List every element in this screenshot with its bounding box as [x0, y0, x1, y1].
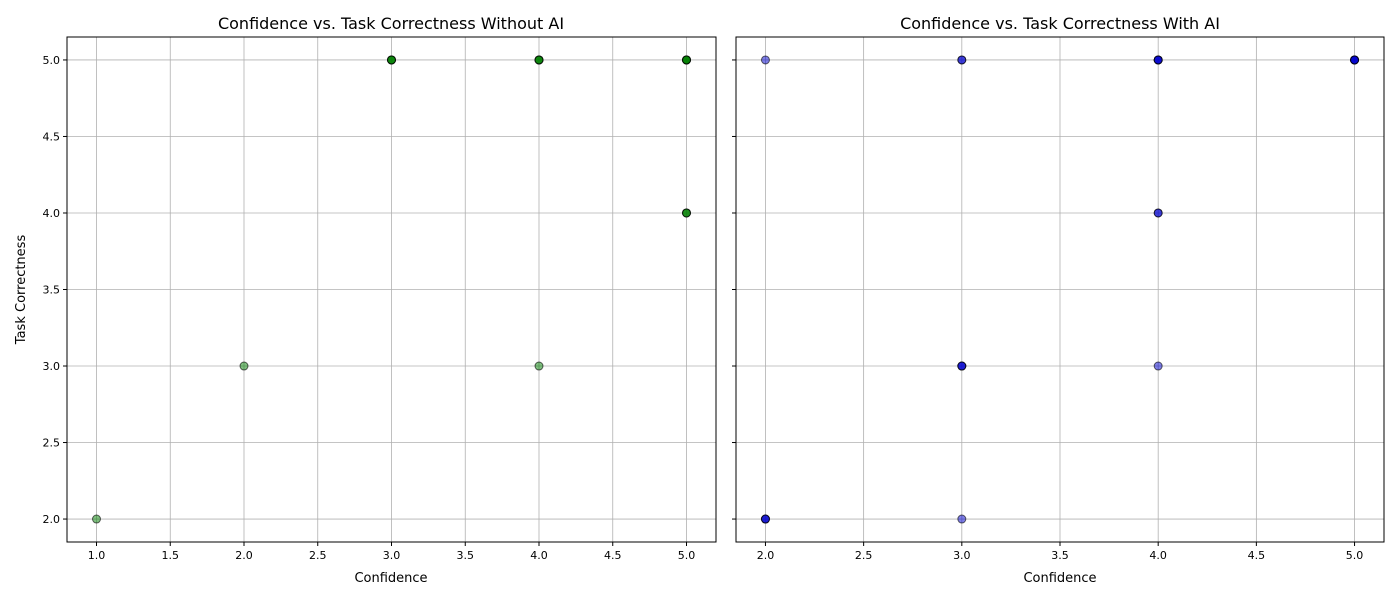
- panel-with-ai: Confidence vs. Task Correctness With AI …: [732, 14, 1385, 586]
- y-tick-label: 4.0: [43, 207, 61, 220]
- x-axis-label: Confidence: [1023, 571, 1096, 586]
- scatter-point: [957, 361, 967, 371]
- y-axis-label: Task Correctness: [14, 235, 29, 346]
- chart-title: Confidence vs. Task Correctness Without …: [218, 14, 564, 33]
- points: [92, 55, 691, 524]
- scatter-point: [534, 55, 544, 65]
- x-tick-label: 5.0: [678, 549, 696, 562]
- scatter-point: [534, 361, 544, 371]
- x-tick-label: 3.0: [953, 549, 971, 562]
- x-tick-label: 4.0: [1149, 549, 1167, 562]
- ticks: 1.0 1.5 2.0 2.5 3.0 3.5 4.0 4.5 5.0 2.0 2.5 3.0 3.5 4…: [43, 54, 696, 562]
- points: [760, 55, 1360, 524]
- scatter-point: [92, 514, 101, 524]
- x-tick-label: 2.5: [855, 549, 873, 562]
- x-tick-label: 3.5: [1051, 549, 1069, 562]
- scatter-point: [1153, 208, 1163, 218]
- scatter-point: [239, 361, 249, 371]
- grid: [67, 37, 716, 542]
- y-tick-label: 2.5: [43, 437, 61, 450]
- y-tick-label: 4.5: [43, 130, 61, 143]
- scatter-point: [760, 514, 770, 524]
- scatter-point: [1350, 55, 1360, 65]
- scatter-point: [957, 55, 967, 65]
- x-tick-label: 2.0: [235, 549, 253, 562]
- scatter-point: [957, 514, 967, 524]
- scatter-point: [387, 55, 396, 65]
- y-tick-label: 3.0: [43, 360, 61, 373]
- plot-frame: [735, 36, 1385, 543]
- plot-frame: [66, 36, 717, 543]
- ticks: 2.0 2.5 3.0 3.5 4.0 4.5 5.0: [732, 59, 1364, 562]
- x-tick-label: 1.0: [88, 549, 106, 562]
- scatter-point: [682, 55, 691, 65]
- chart-title: Confidence vs. Task Correctness With AI: [900, 14, 1220, 33]
- x-tick-label: 4.0: [530, 549, 548, 562]
- x-tick-label: 4.5: [604, 549, 622, 562]
- y-tick-label: 2.0: [43, 513, 61, 526]
- scatter-point: [1153, 55, 1163, 65]
- x-tick-label: 2.0: [757, 549, 775, 562]
- scatter-point: [1153, 361, 1163, 371]
- y-tick-label: 3.5: [43, 284, 61, 297]
- x-tick-label: 4.5: [1248, 549, 1266, 562]
- x-tick-label: 2.5: [309, 549, 327, 562]
- scatter-point: [682, 208, 691, 218]
- scatter-point: [760, 55, 770, 65]
- x-tick-label: 3.5: [457, 549, 475, 562]
- x-tick-label: 1.5: [162, 549, 180, 562]
- x-axis-label: Confidence: [354, 571, 427, 586]
- x-tick-label: 3.0: [383, 549, 401, 562]
- grid: [736, 37, 1384, 542]
- y-tick-label: 5.0: [43, 54, 61, 67]
- x-tick-label: 5.0: [1346, 549, 1364, 562]
- panel-without-ai: Confidence vs. Task Correctness Without …: [14, 14, 717, 586]
